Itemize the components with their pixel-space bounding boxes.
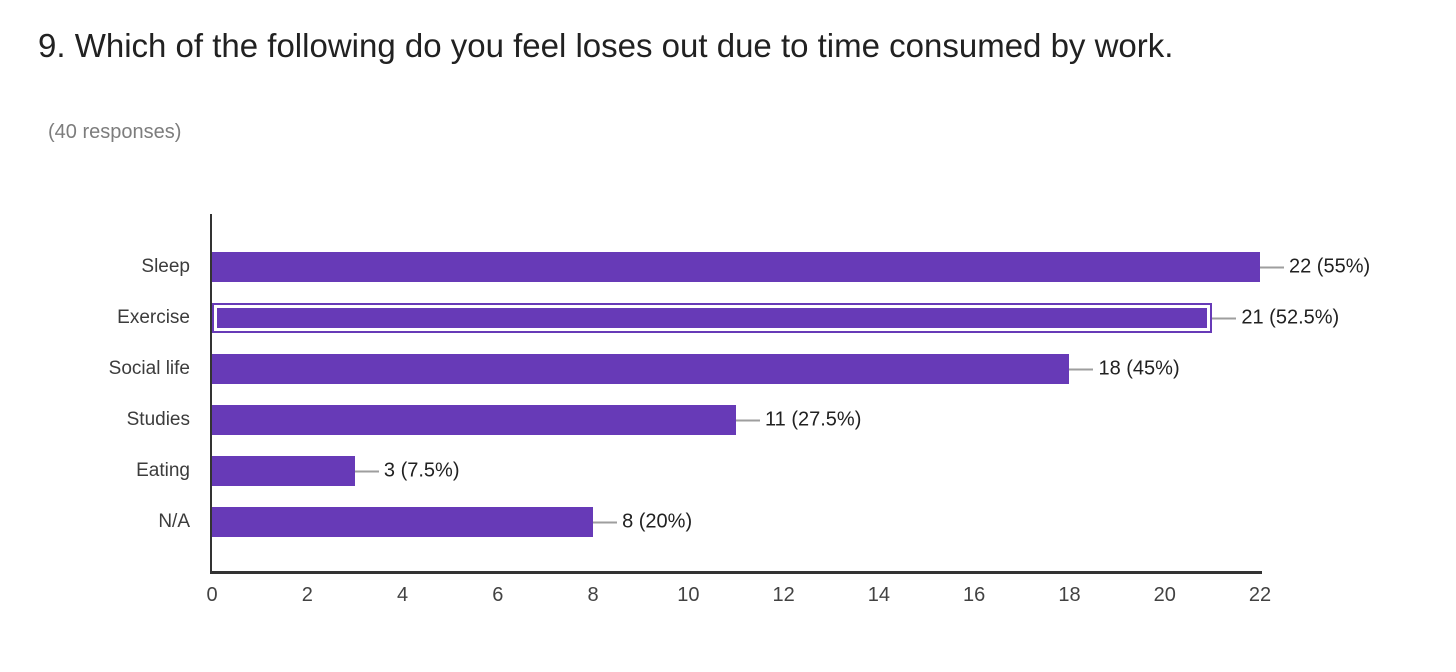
response-count: (40 responses) — [48, 121, 182, 143]
value-label-sleep: 22 (55%) — [1289, 255, 1371, 278]
annotation-stem — [354, 470, 379, 472]
annotation-stem — [1260, 266, 1284, 268]
bar-sleep[interactable] — [212, 252, 1260, 282]
x-tick-label-8: 8 — [587, 584, 599, 606]
annotation-studies: 11 (27.5%) — [736, 409, 861, 432]
value-label-exercise: 21 (52.5%) — [1241, 306, 1340, 329]
bar-eating[interactable] — [212, 456, 355, 486]
annotation-social-life: 18 (45%) — [1069, 357, 1180, 381]
x-tick-label-20: 20 — [1153, 584, 1176, 606]
x-tick-label-12: 12 — [772, 584, 795, 606]
annotation-sleep: 22 (55%) — [1260, 256, 1370, 279]
bar-social-life[interactable] — [212, 354, 1070, 384]
category-label-eating: Eating — [136, 460, 190, 481]
x-tick-label-2: 2 — [301, 584, 313, 606]
x-tick-label-4: 4 — [396, 584, 409, 606]
annotation-eating: 3 (7.5%) — [354, 459, 460, 483]
x-axis-line — [210, 571, 1262, 574]
x-tick-label-22: 22 — [1248, 584, 1272, 606]
x-tick-label-16: 16 — [963, 584, 986, 606]
value-label-studies: 11 (27.5%) — [765, 408, 862, 431]
question-title: 9. Which of the following do you feel lo… — [38, 27, 1174, 64]
category-label-sleep: Sleep — [141, 256, 190, 277]
bar-studies[interactable] — [212, 405, 736, 435]
bar-n-a[interactable] — [212, 507, 594, 537]
annotation-stem — [1069, 368, 1094, 370]
x-tick-label-10: 10 — [677, 584, 700, 606]
bar-exercise[interactable] — [212, 303, 1213, 333]
annotation-stem — [593, 521, 618, 523]
category-label-studies: Studies — [126, 409, 190, 430]
category-label-social-life: Social life — [108, 358, 190, 379]
value-label-eating: 3 (7.5%) — [383, 459, 460, 482]
category-label-n-a: N/A — [158, 511, 190, 532]
x-tick-label-6: 6 — [492, 584, 504, 606]
y-axis-line — [210, 214, 212, 573]
value-label-social-life: 18 (45%) — [1098, 357, 1180, 380]
annotation-n-a: 8 (20%) — [593, 511, 692, 534]
annotation-exercise: 21 (52.5%) — [1212, 307, 1339, 330]
category-label-exercise: Exercise — [117, 307, 190, 328]
value-label-n-a: 8 (20%) — [622, 510, 693, 533]
annotation-stem — [1212, 317, 1237, 319]
annotation-stem — [736, 419, 760, 421]
x-tick-label-18: 18 — [1058, 584, 1081, 606]
x-tick-label-14: 14 — [867, 584, 891, 606]
x-tick-label-0: 0 — [206, 584, 218, 606]
